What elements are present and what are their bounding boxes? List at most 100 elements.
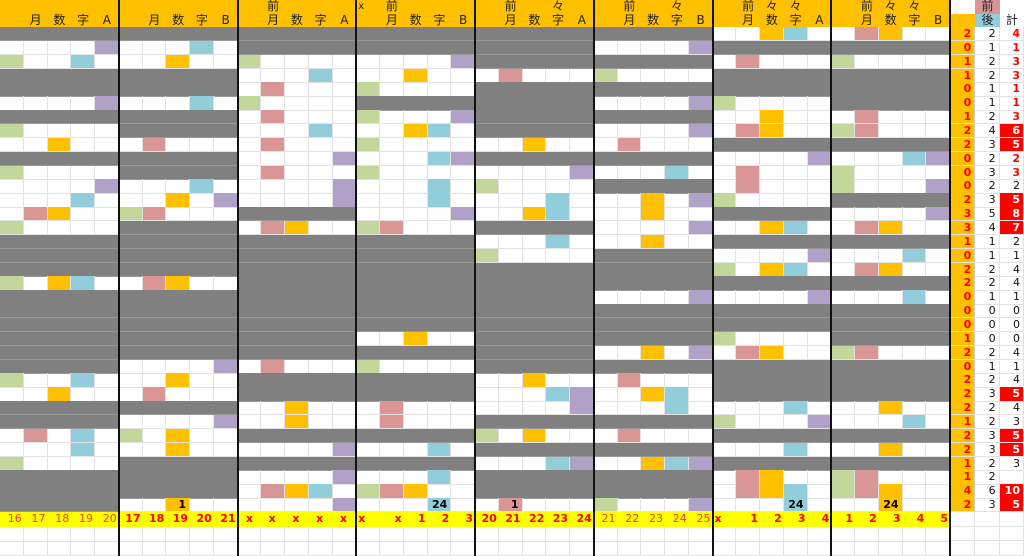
grid-cell[interactable]: [475, 401, 499, 416]
grid-cell[interactable]: [593, 345, 618, 361]
grid-cell[interactable]: [0, 387, 24, 402]
grid-cell[interactable]: [665, 290, 689, 305]
highlighted-cell[interactable]: [190, 96, 214, 111]
grid-cell[interactable]: [475, 387, 499, 402]
grid-cell[interactable]: [831, 442, 855, 458]
highlighted-cell[interactable]: [831, 345, 855, 361]
highlighted-cell[interactable]: [356, 221, 380, 236]
grid-cell[interactable]: [380, 124, 404, 139]
grid-cell[interactable]: [237, 359, 262, 374]
grid-cell[interactable]: [190, 276, 214, 291]
grid-cell[interactable]: [641, 68, 665, 83]
grid-cell[interactable]: [332, 96, 357, 111]
grid-cell[interactable]: [593, 40, 618, 56]
highlighted-cell[interactable]: [855, 124, 879, 139]
grid-cell[interactable]: [47, 442, 72, 458]
grid-cell[interactable]: [760, 54, 784, 70]
grid-cell[interactable]: [712, 484, 737, 499]
grid-cell[interactable]: [617, 401, 642, 416]
grid-cell[interactable]: [855, 442, 879, 458]
grid-cell[interactable]: [760, 401, 784, 416]
grid-cell[interactable]: [95, 442, 119, 458]
grid-cell[interactable]: [403, 193, 428, 208]
empty-cell[interactable]: [975, 512, 1000, 527]
highlighted-cell[interactable]: [641, 387, 665, 402]
empty-cell[interactable]: [546, 541, 570, 556]
grid-cell[interactable]: [285, 179, 309, 194]
column-header[interactable]: 数: [403, 13, 428, 27]
highlighted-cell[interactable]: [522, 207, 547, 222]
grid-cell[interactable]: [142, 96, 167, 111]
highlighted-cell[interactable]: [166, 373, 190, 388]
grid-cell[interactable]: [593, 387, 618, 402]
highlighted-cell[interactable]: [831, 484, 855, 499]
highlighted-cell[interactable]: [688, 456, 713, 471]
grid-cell[interactable]: [736, 151, 760, 167]
grid-cell[interactable]: [688, 165, 713, 180]
grid-cell[interactable]: [308, 415, 333, 430]
grid-cell[interactable]: [47, 221, 72, 236]
grid-cell[interactable]: [118, 387, 143, 402]
grid-cell[interactable]: [926, 124, 950, 139]
grid-cell[interactable]: [760, 179, 784, 194]
grid-cell[interactable]: [166, 179, 190, 194]
grid-cell[interactable]: [332, 82, 357, 97]
highlighted-cell[interactable]: [190, 40, 214, 56]
grid-cell[interactable]: [332, 165, 357, 180]
grid-cell[interactable]: [71, 221, 95, 236]
grid-cell[interactable]: [332, 54, 357, 70]
grid-cell[interactable]: [403, 165, 428, 180]
empty-cell[interactable]: [951, 541, 976, 556]
grid-cell[interactable]: [902, 484, 927, 499]
grid-cell[interactable]: [665, 221, 689, 236]
highlighted-cell[interactable]: [0, 456, 24, 471]
highlighted-cell[interactable]: [546, 456, 570, 471]
highlighted-cell[interactable]: [427, 193, 452, 208]
highlighted-cell[interactable]: 24: [427, 498, 452, 513]
highlighted-cell[interactable]: [403, 124, 428, 139]
highlighted-cell[interactable]: [237, 96, 262, 111]
highlighted-cell[interactable]: [332, 151, 357, 167]
empty-cell[interactable]: [427, 527, 452, 542]
grid-cell[interactable]: [593, 137, 618, 153]
grid-cell[interactable]: [380, 498, 404, 513]
highlighted-cell[interactable]: [855, 345, 879, 361]
grid-cell[interactable]: [0, 442, 24, 458]
highlighted-cell[interactable]: [736, 54, 760, 70]
grid-cell[interactable]: [95, 124, 119, 139]
column-header[interactable]: 月: [261, 13, 285, 27]
grid-cell[interactable]: [926, 290, 950, 305]
grid-cell[interactable]: [926, 27, 950, 42]
grid-cell[interactable]: [617, 96, 642, 111]
grid-cell[interactable]: [712, 345, 737, 361]
highlighted-cell[interactable]: [593, 68, 618, 83]
highlighted-cell[interactable]: [403, 484, 428, 499]
grid-cell[interactable]: [760, 290, 784, 305]
grid-cell[interactable]: [95, 165, 119, 180]
grid-cell[interactable]: [190, 442, 214, 458]
grid-cell[interactable]: [142, 373, 167, 388]
empty-cell[interactable]: [546, 527, 570, 542]
grid-cell[interactable]: [617, 165, 642, 180]
grid-cell[interactable]: [95, 221, 119, 236]
grid-cell[interactable]: [498, 373, 523, 388]
highlighted-cell[interactable]: [617, 373, 642, 388]
grid-cell[interactable]: [570, 207, 594, 222]
empty-cell[interactable]: [593, 527, 618, 542]
grid-cell[interactable]: [118, 276, 143, 291]
empty-cell[interactable]: [570, 527, 594, 542]
highlighted-cell[interactable]: [427, 179, 452, 194]
grid-cell[interactable]: [855, 179, 879, 194]
grid-cell[interactable]: [617, 456, 642, 471]
grid-cell[interactable]: [617, 68, 642, 83]
grid-cell[interactable]: [902, 207, 927, 222]
grid-cell[interactable]: [47, 456, 72, 471]
grid-cell[interactable]: [570, 137, 594, 153]
grid-cell[interactable]: [71, 387, 95, 402]
grid-cell[interactable]: [403, 179, 428, 194]
grid-cell[interactable]: [403, 442, 428, 458]
grid-cell[interactable]: [855, 165, 879, 180]
highlighted-cell[interactable]: [213, 415, 238, 430]
highlighted-cell[interactable]: [641, 207, 665, 222]
column-header[interactable]: 月: [142, 13, 167, 27]
